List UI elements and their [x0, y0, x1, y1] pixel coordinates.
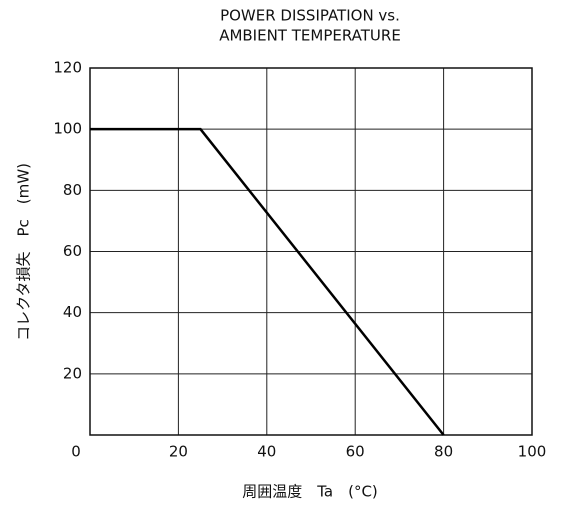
- y-tick-label: 80: [63, 181, 82, 199]
- y-tick-label: 100: [53, 120, 82, 138]
- line: [90, 127, 445, 436]
- x-tick-label: 60: [346, 443, 365, 461]
- x-tick-label: 0: [71, 443, 81, 461]
- chart-title: POWER DISSIPATION vs.: [220, 7, 400, 25]
- x-tick-label: 100: [518, 443, 547, 461]
- x-tick-label: 80: [434, 443, 453, 461]
- y-tick-label: 20: [63, 364, 82, 382]
- y-tick-label: 120: [53, 59, 82, 77]
- y-tick-label: 60: [63, 242, 82, 260]
- plot-frame: [89, 67, 533, 436]
- x-tick-label: 20: [169, 443, 188, 461]
- y-tick-label: 40: [63, 303, 82, 321]
- chart-title: AMBIENT TEMPERATURE: [219, 27, 401, 45]
- x-tick-label: 40: [257, 443, 276, 461]
- x-axis-label: 周囲温度 Ta (°C): [242, 483, 378, 501]
- y-axis-label: コレクタ損失 Pc (mW): [15, 163, 33, 341]
